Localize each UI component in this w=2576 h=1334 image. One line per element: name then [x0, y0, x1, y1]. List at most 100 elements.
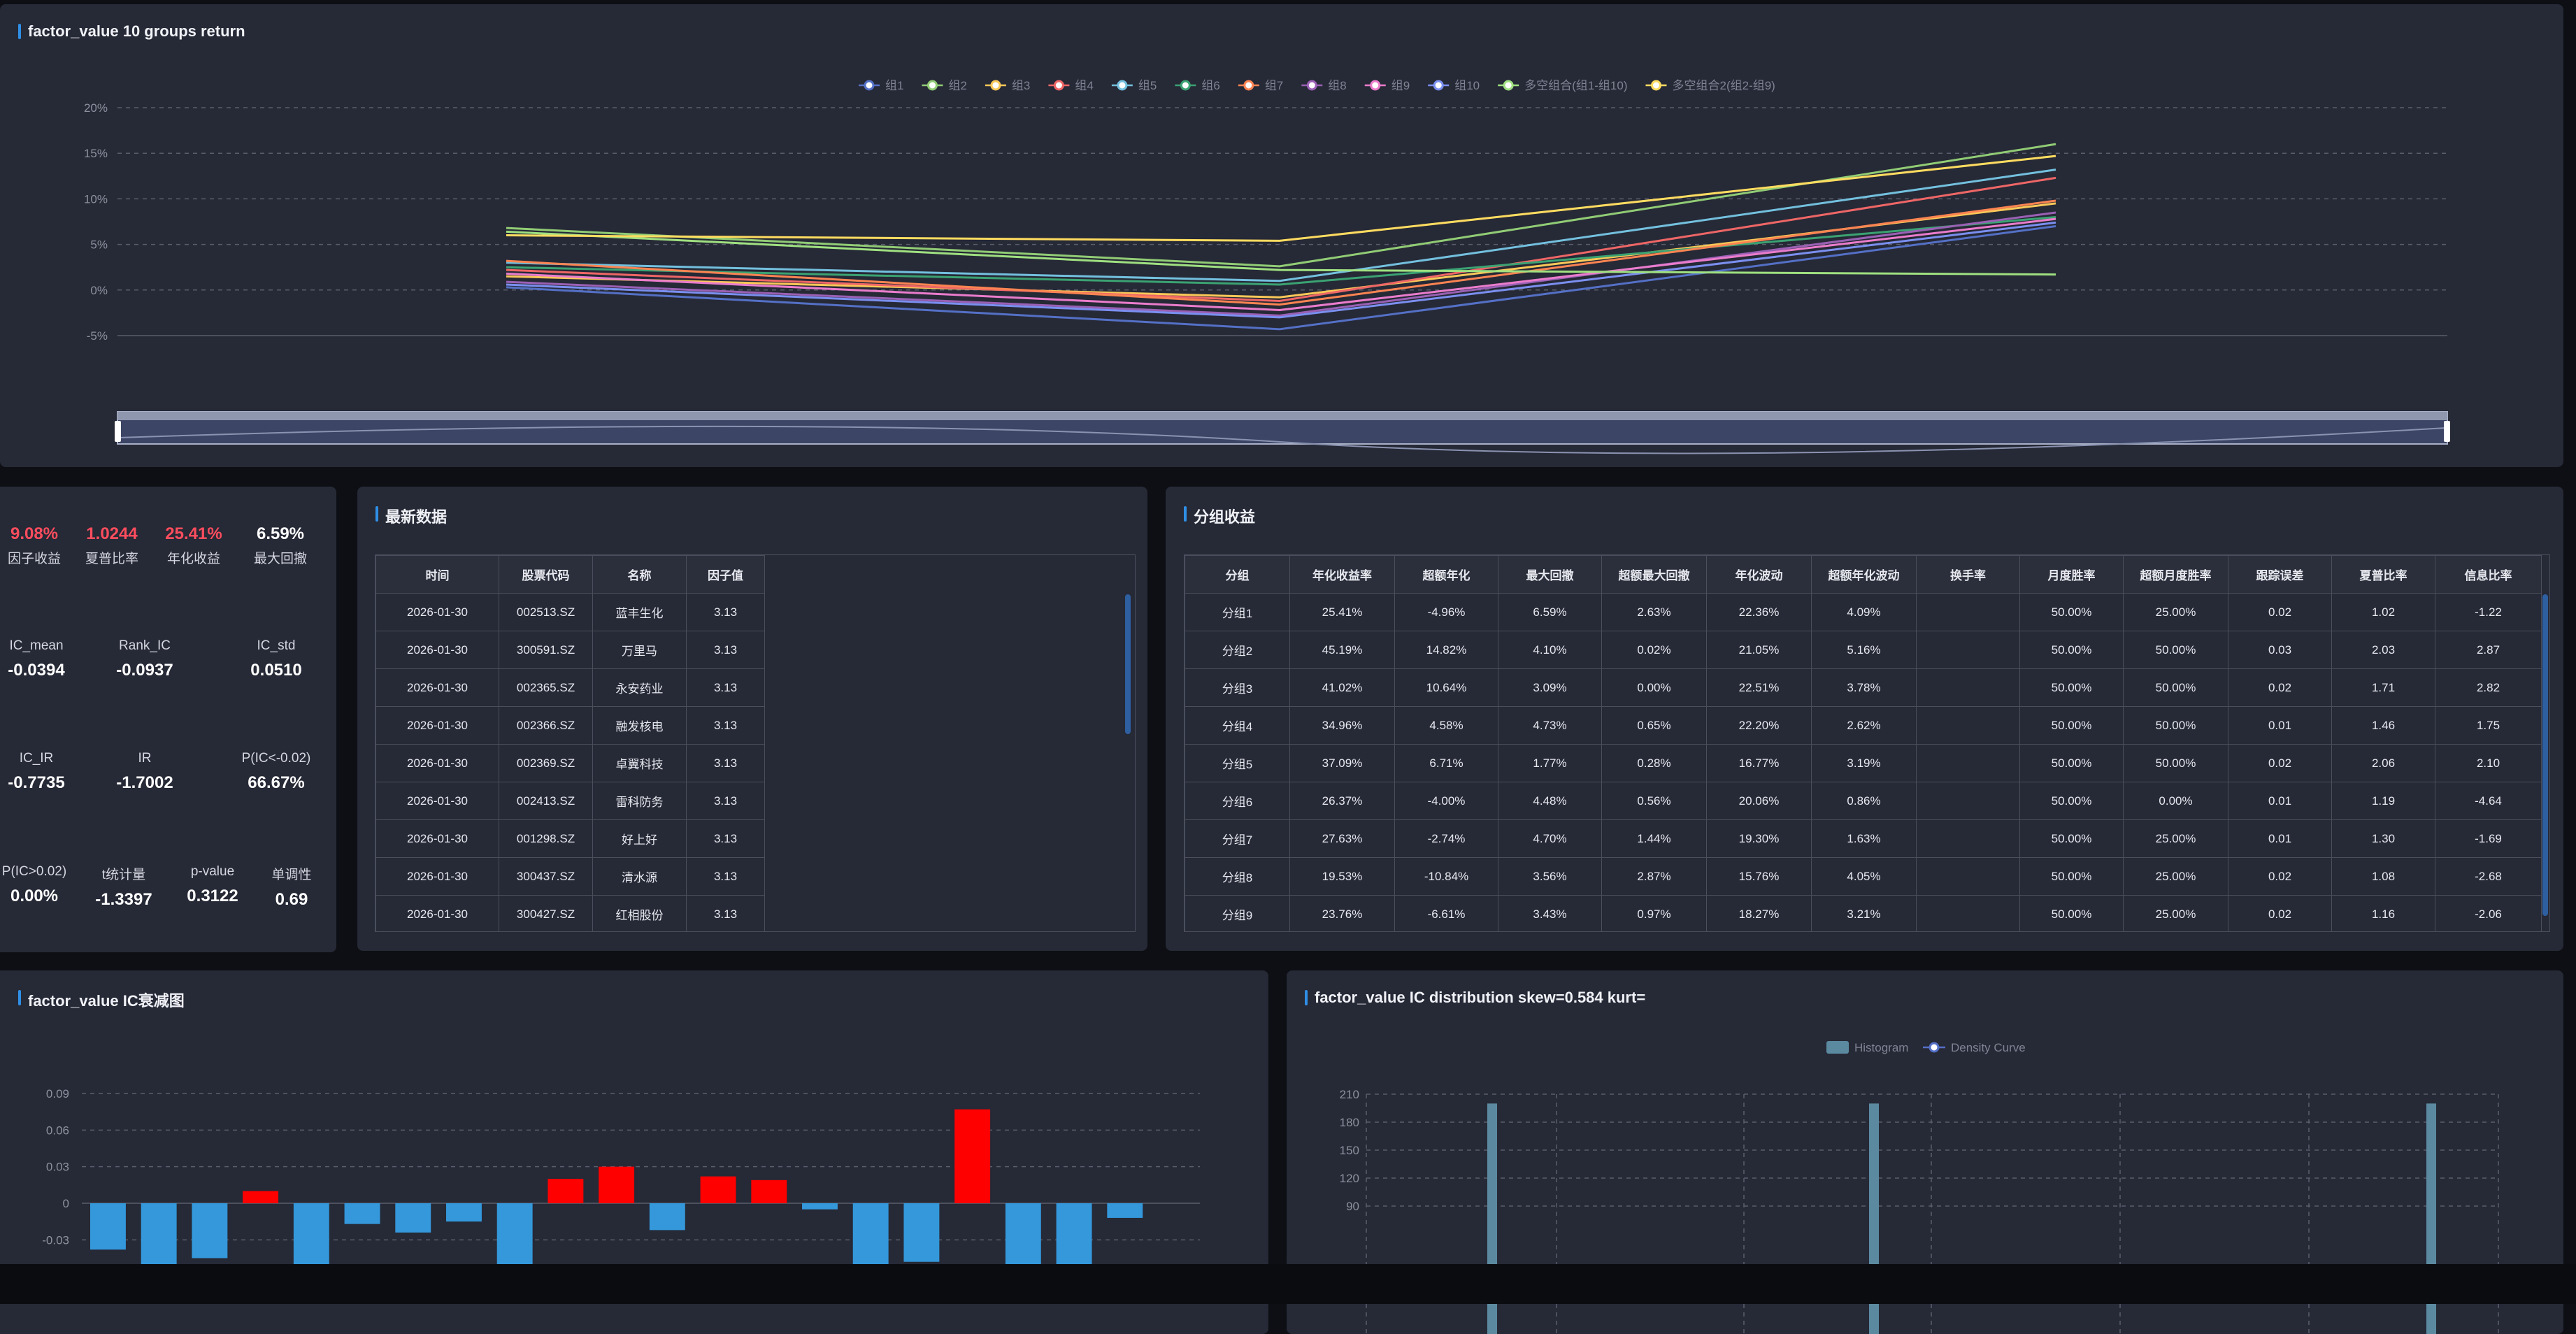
datazoom-top-bar[interactable]: [117, 412, 2447, 420]
stat-label: IC_mean: [9, 638, 64, 653]
group-cell: 4.73%: [1498, 706, 1602, 745]
ic-decay-bar: [395, 1203, 431, 1233]
ic-decay-bar: [1005, 1203, 1041, 1270]
legend-label: 多空组合(组1-组10): [1524, 79, 1627, 92]
group-header-cell[interactable]: 年化收益率: [1289, 555, 1395, 594]
legend-label: 组2: [948, 79, 966, 92]
group-header-cell[interactable]: 信息比率: [2435, 555, 2542, 594]
group-row[interactable]: 分组1 25.41% -4.96% 6.59% 2.63% 22.36% 4.09% 50.0…: [1185, 593, 2542, 631]
group-cell: 19.53%: [1289, 857, 1395, 896]
group-cell: -4.96%: [1394, 593, 1498, 631]
group-cell: 1.77%: [1498, 744, 1602, 782]
ic-distribution-title: factor_value IC distribution skew=0.584 …: [1305, 989, 1645, 1007]
stat-value: 6.59%: [256, 524, 305, 543]
ic-decay-bar: [802, 1203, 838, 1210]
ic-decay-bar: [192, 1203, 228, 1258]
latest-cell: 2026-01-30: [375, 706, 499, 745]
group-cell: 15.76%: [1706, 857, 1812, 896]
group-table-scrollbar[interactable]: [2542, 594, 2548, 916]
latest-data-title: 最新数据: [375, 505, 447, 527]
group-cell: 22.20%: [1706, 706, 1812, 745]
group-cell: 25.00%: [2123, 895, 2228, 931]
group-header-cell[interactable]: 跟踪误差: [2228, 555, 2332, 594]
group-cell: 34.96%: [1289, 706, 1395, 745]
group-header-cell[interactable]: 换手率: [1916, 555, 2020, 594]
group-cell: 50.00%: [2123, 668, 2228, 707]
stat-value: -0.0937: [116, 661, 173, 680]
group-header-cell[interactable]: 最大回撤: [1498, 555, 1602, 594]
ic-decay-bar: [293, 1203, 329, 1270]
latest-row[interactable]: 2026-01-30 300437.SZ 清水源 3.13: [375, 857, 765, 896]
legend-histogram-swatch: [1826, 1041, 1849, 1054]
legend-item: 多空组合2(组2-组9): [1645, 79, 1775, 92]
datazoom-right-handle[interactable]: [2444, 421, 2450, 442]
group-row[interactable]: 分组3 41.02% 10.64% 3.09% 0.00% 22.51% 3.78% 50.0…: [1185, 668, 2542, 707]
stat-r3-2: P(IC<-0.02) 66.67%: [238, 751, 315, 793]
latest-data-scrollbar[interactable]: [1125, 594, 1131, 734]
group-header-cell[interactable]: 月度胜率: [2019, 555, 2124, 594]
group-cell: 2.63%: [1601, 593, 1707, 631]
group-cell: 0.28%: [1601, 744, 1707, 782]
group-cell: 22.36%: [1706, 593, 1812, 631]
group-cell: 3.21%: [1811, 895, 1917, 931]
latest-row[interactable]: 2026-01-30 002366.SZ 融发核电 3.13: [375, 706, 765, 745]
group-cell: 0.01: [2228, 706, 2332, 745]
latest-header-cell[interactable]: 股票代码: [499, 555, 593, 594]
group-cell: 1.02: [2331, 593, 2435, 631]
group-row[interactable]: 分组2 45.19% 14.82% 4.10% 0.02% 21.05% 5.16% 50.0…: [1185, 631, 2542, 669]
latest-data-table-wrap[interactable]: 时间 股票代码 名称 因子值 2026-01-30 002513.SZ 蓝丰生化 3.13 2…: [375, 554, 1136, 932]
latest-row[interactable]: 2026-01-30 002413.SZ 雷科防务 3.13: [375, 782, 765, 820]
group-cell: [1916, 857, 2020, 896]
group-cell: 1.75: [2435, 706, 2542, 745]
group-return-table-title: 分组收益: [1184, 505, 1255, 527]
group-row[interactable]: 分组4 34.96% 4.58% 4.73% 0.65% 22.20% 2.62% 50.00…: [1185, 706, 2542, 745]
latest-cell: 2026-01-30: [375, 782, 499, 820]
group-cell: 37.09%: [1289, 744, 1395, 782]
y-tick-label: -5%: [87, 329, 108, 343]
legend-item: 组6: [1175, 79, 1220, 92]
stat-label: t统计量: [101, 868, 146, 882]
ic-decay-bar: [954, 1109, 991, 1203]
group-cell: 3.19%: [1811, 744, 1917, 782]
latest-row[interactable]: 2026-01-30 300591.SZ 万里马 3.13: [375, 631, 765, 669]
group-cell: 0.03: [2228, 631, 2332, 669]
group-cell: 22.51%: [1706, 668, 1812, 707]
latest-cell: 万里马: [592, 631, 687, 669]
latest-cell: 2026-01-30: [375, 857, 499, 896]
group-header-cell[interactable]: 超额最大回撤: [1601, 555, 1707, 594]
group-cell: 25.00%: [2123, 593, 2228, 631]
group-header-cell[interactable]: 超额年化波动: [1811, 555, 1917, 594]
stat-r3-0: IC_IR -0.7735: [0, 751, 75, 793]
group-row[interactable]: 分组5 37.09% 6.71% 1.77% 0.28% 16.77% 3.19% 50.00…: [1185, 744, 2542, 782]
ic-decay-bar: [903, 1203, 940, 1262]
group-header-cell[interactable]: 超额年化: [1394, 555, 1498, 594]
legend-marker: [1651, 80, 1661, 91]
group-row[interactable]: 分组7 27.63% -2.74% 4.70% 1.44% 19.30% 1.63% 50.0…: [1185, 819, 2542, 858]
latest-row[interactable]: 2026-01-30 300427.SZ 红相股份 3.13: [375, 895, 765, 931]
stat-value: 9.08%: [10, 524, 59, 543]
group-table-wrap[interactable]: 分组 年化收益率 超额年化 最大回撤 超额最大回撤 年化波动 超额年化波动 换手率 月度胜率 超额…: [1184, 554, 2550, 932]
datazoom-preview[interactable]: [118, 425, 2447, 454]
latest-row[interactable]: 2026-01-30 002369.SZ 卓翼科技 3.13: [375, 744, 765, 782]
group-header-cell[interactable]: 超额月度胜率: [2123, 555, 2228, 594]
latest-header-cell[interactable]: 因子值: [686, 555, 765, 594]
group-cell: 19.30%: [1706, 819, 1812, 858]
legend-marker: [1117, 80, 1128, 91]
y-tick-label: -0.03: [42, 1233, 69, 1247]
datazoom-left-handle[interactable]: [115, 421, 121, 442]
group-header-cell[interactable]: 夏普比率: [2331, 555, 2435, 594]
group-row[interactable]: 分组9 23.76% -6.61% 3.43% 0.97% 18.27% 3.21% 50.0…: [1185, 895, 2542, 931]
group-cell: 10.64%: [1394, 668, 1498, 707]
stat-r4-0: P(IC>0.02) 0.00%: [0, 864, 73, 906]
group-header-cell[interactable]: 年化波动: [1706, 555, 1812, 594]
group-row[interactable]: 分组6 26.37% -4.00% 4.48% 0.56% 20.06% 0.86% 50.0…: [1185, 782, 2542, 820]
latest-row[interactable]: 2026-01-30 001298.SZ 好上好 3.13: [375, 819, 765, 858]
latest-row[interactable]: 2026-01-30 002513.SZ 蓝丰生化 3.13: [375, 593, 765, 631]
group-return-title: factor_value 10 groups return: [18, 22, 245, 41]
latest-header-cell[interactable]: 名称: [592, 555, 687, 594]
group-cell: 50.00%: [2123, 706, 2228, 745]
group-header-cell[interactable]: 分组: [1185, 555, 1290, 594]
latest-header-cell[interactable]: 时间: [375, 555, 499, 594]
latest-row[interactable]: 2026-01-30 002365.SZ 永安药业 3.13: [375, 668, 765, 707]
group-row[interactable]: 分组8 19.53% -10.84% 3.56% 2.87% 15.76% 4.05% 50.…: [1185, 857, 2542, 896]
